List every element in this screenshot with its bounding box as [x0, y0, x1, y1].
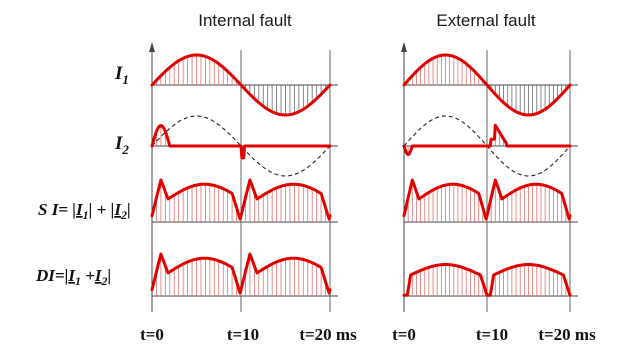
internal-fault-panel: [149, 42, 338, 312]
row-label-i2: I2: [114, 133, 129, 157]
external-t20-label: t=20 ms: [538, 325, 596, 344]
sum-waveform: [150, 178, 332, 221]
external-fault-title: External fault: [436, 11, 535, 30]
sum-waveform: [402, 178, 572, 221]
row-label-diff: DI=|I1 +I2|: [35, 266, 111, 288]
axis-arrow-icon: [401, 42, 407, 52]
internal-t0-label: t=0: [140, 325, 164, 344]
axis-arrow-icon: [149, 42, 155, 52]
internal-fault-title: Internal fault: [198, 11, 292, 30]
external-t0-label: t=0: [392, 325, 416, 344]
diff-waveform: [402, 263, 572, 297]
row-label-i1: I1: [114, 63, 129, 87]
external-fault-panel: [401, 42, 578, 312]
internal-t20-label: t=20 ms: [299, 325, 357, 344]
i2-waveform: [150, 124, 332, 160]
i1-waveform: [402, 53, 572, 117]
i2-waveform: [402, 123, 572, 156]
i1-waveform: [150, 53, 332, 117]
internal-t10-label: t=10: [227, 325, 259, 344]
row-label-sum: S I= |I1| + |I2|: [38, 200, 131, 222]
diff-waveform: [150, 252, 332, 295]
external-t10-label: t=10: [476, 325, 508, 344]
